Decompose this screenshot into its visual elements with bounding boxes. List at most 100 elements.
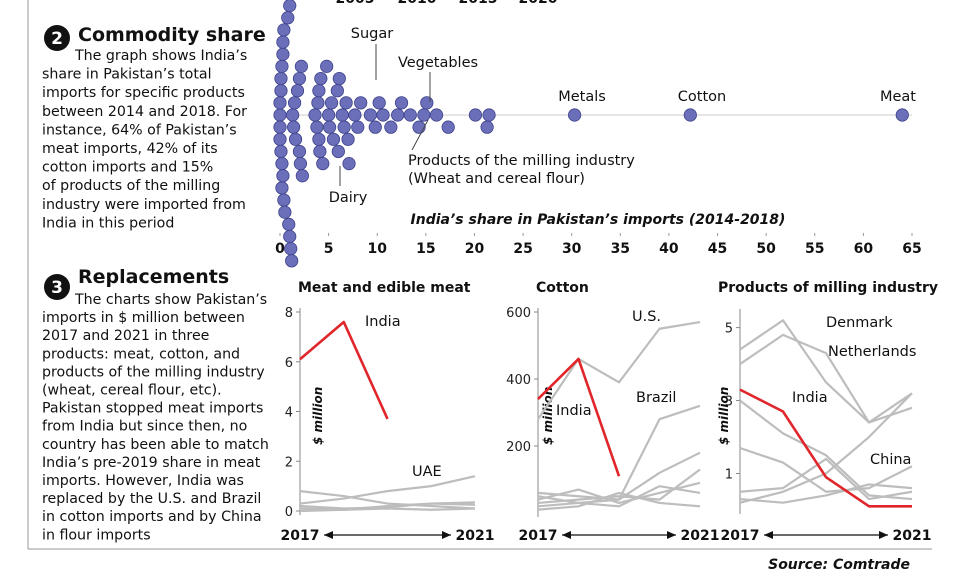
section-badge — [44, 274, 70, 300]
dot — [403, 108, 417, 122]
x-axis-title: India’s share in Pakistan’s imports (201… — [411, 212, 786, 228]
series-line — [299, 507, 476, 513]
dot — [351, 120, 365, 134]
series-line — [739, 319, 913, 424]
dot — [290, 84, 305, 98]
series-line — [299, 502, 476, 510]
dot — [310, 120, 324, 134]
series-label: China — [870, 452, 911, 468]
series-line — [537, 468, 701, 505]
dot — [281, 11, 295, 25]
dot — [285, 254, 299, 268]
y-tick-label: 0 — [285, 505, 293, 520]
dot — [322, 108, 336, 122]
x-tick-label: 15 — [416, 241, 435, 257]
x-tick-label: 35 — [611, 241, 630, 257]
dot — [372, 96, 386, 110]
body-line: products of the milling industry — [42, 364, 265, 380]
body-line: in cotton imports and by China — [42, 509, 262, 525]
dot — [284, 242, 298, 256]
section-badge — [44, 25, 70, 51]
dot — [441, 120, 455, 134]
annotation: Sugar — [351, 26, 393, 42]
dot — [293, 157, 308, 171]
x-tick-label: 65 — [902, 241, 921, 257]
dot — [412, 120, 426, 134]
annotation: Metals — [558, 89, 606, 105]
series-line — [537, 491, 701, 511]
annotation: Dairy — [329, 190, 368, 206]
dot — [429, 108, 444, 122]
series-line — [537, 451, 701, 501]
dot — [480, 120, 494, 134]
dot — [394, 96, 409, 110]
dot — [295, 169, 309, 183]
dot — [311, 96, 325, 110]
body-line: India’s pre-2019 share in meat — [42, 455, 261, 471]
panel-title: Cotton — [536, 280, 589, 296]
body-line: between 2014 and 2018. For — [42, 104, 247, 120]
dot — [282, 217, 296, 231]
body-line: products: meat, cotton, and — [42, 346, 240, 362]
series-line — [739, 333, 913, 424]
dot — [274, 71, 288, 86]
body-line: 2017 and 2021 in three — [42, 328, 209, 344]
dot — [376, 108, 390, 122]
dot — [683, 108, 697, 122]
dot — [288, 132, 303, 146]
dot — [895, 108, 909, 122]
series-line — [299, 320, 389, 420]
dot — [335, 108, 349, 122]
body-line: Pakistan stopped meat imports — [42, 401, 263, 417]
dot — [308, 108, 322, 122]
series-label: Brazil — [636, 390, 676, 406]
dot — [275, 181, 289, 195]
dot — [276, 47, 290, 61]
top-axis-label: 2005 — [336, 0, 375, 7]
dot — [348, 108, 362, 122]
y-tick-label: 3 — [725, 395, 733, 410]
dot — [294, 59, 308, 73]
series-line — [299, 475, 476, 505]
dot — [316, 157, 330, 171]
y-tick-label: 6 — [285, 356, 293, 371]
dot — [468, 108, 483, 122]
panel-title: Products of milling industry — [718, 280, 938, 296]
dot — [363, 108, 378, 122]
dot — [322, 120, 337, 134]
x-tick-label: 60 — [854, 241, 874, 257]
series-label: Netherlands — [828, 344, 916, 360]
body-line: The graph shows India’s — [74, 48, 247, 64]
dot — [417, 108, 431, 122]
body-line: imports. However, India was — [42, 473, 244, 489]
dot — [275, 157, 289, 171]
series-line — [739, 399, 913, 501]
x-tick-label: 20 — [465, 241, 485, 257]
body-line: of products of the milling — [42, 178, 220, 194]
dot — [273, 108, 287, 122]
top-axis-label: 2010 — [398, 0, 437, 7]
section-number: 2 — [51, 29, 63, 49]
dot — [287, 120, 301, 134]
y-tick-label: 2 — [285, 455, 293, 470]
dot — [341, 132, 355, 146]
dot — [287, 96, 302, 110]
series-line — [739, 446, 913, 493]
annotation: Cotton — [678, 89, 726, 105]
x-tick-label: 40 — [659, 241, 679, 257]
dot — [332, 71, 346, 86]
dot — [274, 144, 288, 159]
dot — [286, 108, 300, 122]
series-line — [537, 320, 701, 420]
x-tick-label: 55 — [805, 241, 824, 257]
x-tick-label: 2021 — [681, 528, 720, 544]
x-tick-label: 45 — [708, 241, 727, 257]
body-line: instance, 64% of Pakistan’s — [42, 122, 237, 138]
body-line: India in this period — [42, 215, 174, 231]
y-axis-title: $ million — [541, 387, 555, 445]
series-line — [739, 388, 912, 508]
body-line: (wheat, cereal flour, etc). — [42, 383, 222, 399]
y-tick-label: 8 — [285, 306, 293, 321]
dot — [313, 144, 327, 159]
x-tick-label: 5 — [324, 241, 334, 257]
